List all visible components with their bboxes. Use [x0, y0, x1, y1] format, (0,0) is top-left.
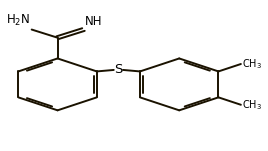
Text: S: S	[114, 63, 122, 76]
Text: H$_2$N: H$_2$N	[6, 13, 30, 28]
Text: CH$_3$: CH$_3$	[242, 98, 262, 112]
Text: CH$_3$: CH$_3$	[242, 57, 262, 71]
Text: NH: NH	[85, 15, 102, 28]
